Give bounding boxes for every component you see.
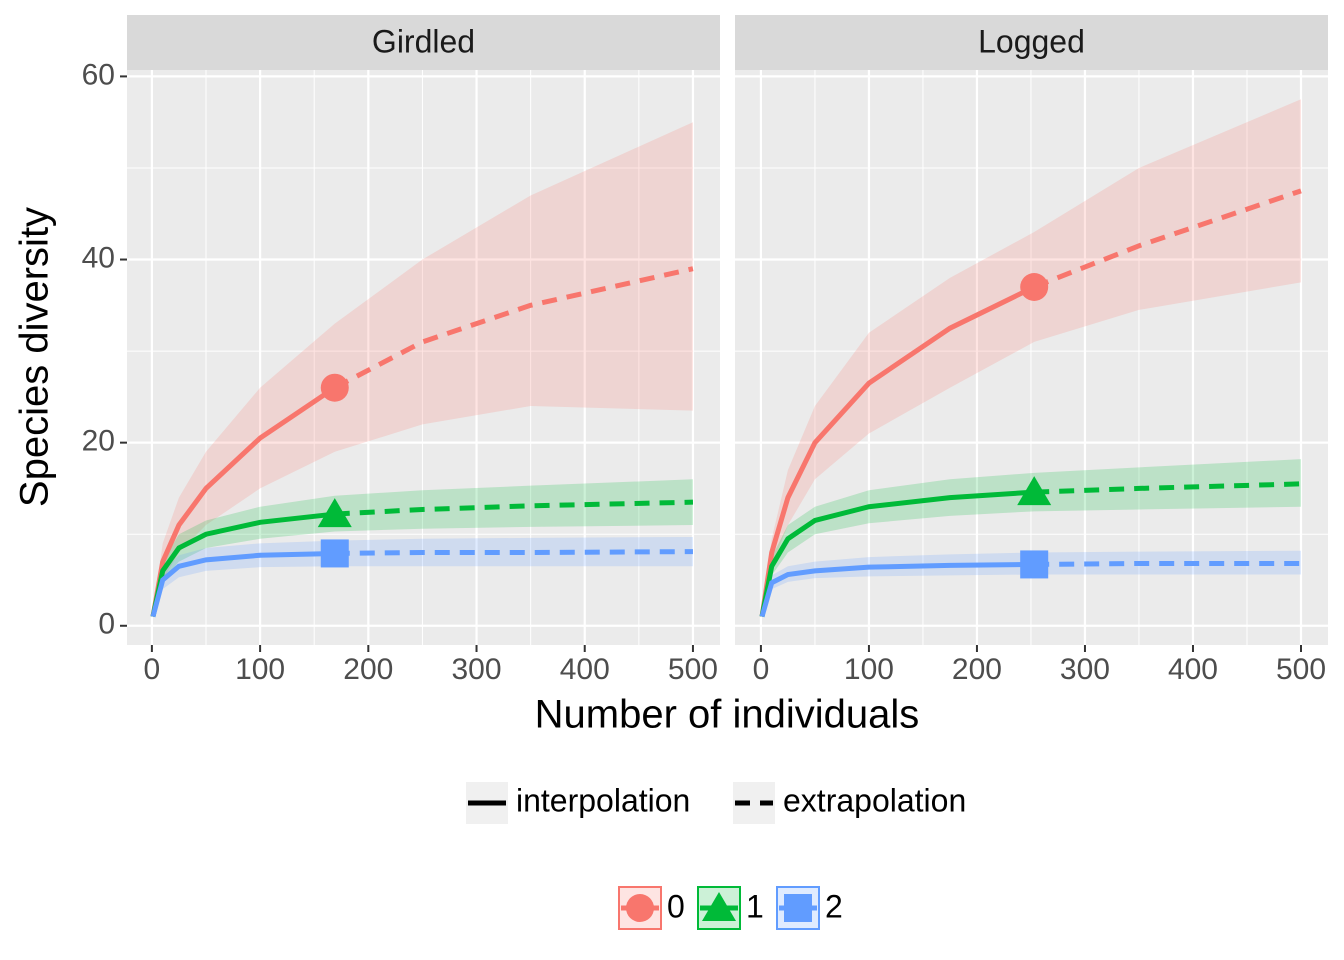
x-tick-label: 300 [1060, 653, 1110, 686]
x-tick-label: 400 [560, 653, 610, 686]
x-tick-label: 0 [753, 653, 770, 686]
panel [127, 70, 720, 645]
strip-title: Logged [978, 23, 1085, 59]
extrapolation-line [333, 266, 694, 390]
legend-label: extrapolation [783, 782, 966, 818]
marker [1020, 272, 1049, 301]
strip [735, 15, 1328, 70]
x-tick-label: 300 [451, 653, 501, 686]
legend-marker [626, 894, 654, 922]
extrapolation-line [334, 499, 694, 517]
x-tick-label: 0 [144, 653, 161, 686]
interpolation-line [759, 561, 1035, 618]
x-tick-label: 500 [1276, 653, 1326, 686]
marker [317, 498, 352, 528]
strip-title: Girdled [372, 23, 475, 59]
confidence-band [152, 479, 693, 617]
x-axis-label: Number of individuals [535, 693, 920, 737]
extrapolation-line [1034, 481, 1302, 495]
legend-marker [702, 892, 736, 921]
x-tick-label: 400 [1168, 653, 1218, 686]
y-tick-label: 20 [82, 425, 115, 458]
marker [320, 539, 349, 568]
x-tick-label: 100 [844, 653, 894, 686]
x-tick-label: 200 [952, 653, 1002, 686]
marker [320, 373, 349, 402]
legend-label: 2 [825, 888, 843, 924]
x-tick-label: 100 [235, 653, 285, 686]
y-tick-label: 40 [82, 241, 115, 274]
x-tick-label: 200 [343, 653, 393, 686]
interpolation-line [759, 284, 1036, 617]
confidence-band [762, 459, 1301, 617]
legend-label: 1 [746, 888, 764, 924]
extrapolation-line [1034, 561, 1301, 567]
extrapolation-line [1033, 188, 1302, 290]
y-tick-label: 0 [98, 608, 115, 641]
panel [735, 70, 1328, 645]
marker [1017, 476, 1052, 506]
x-tick-label: 500 [668, 653, 718, 686]
y-axis-label: Species diversity [13, 207, 57, 507]
interpolation-line [150, 550, 335, 618]
confidence-band [762, 99, 1301, 617]
extrapolation-line [334, 549, 693, 556]
marker [1020, 550, 1049, 579]
legend-label: interpolation [516, 782, 690, 818]
y-tick-label: 60 [82, 58, 115, 91]
confidence-band [152, 122, 693, 617]
interpolation-line [759, 489, 1035, 618]
legend-label: 0 [667, 888, 685, 924]
legend-marker [784, 894, 812, 922]
strip [127, 15, 720, 70]
